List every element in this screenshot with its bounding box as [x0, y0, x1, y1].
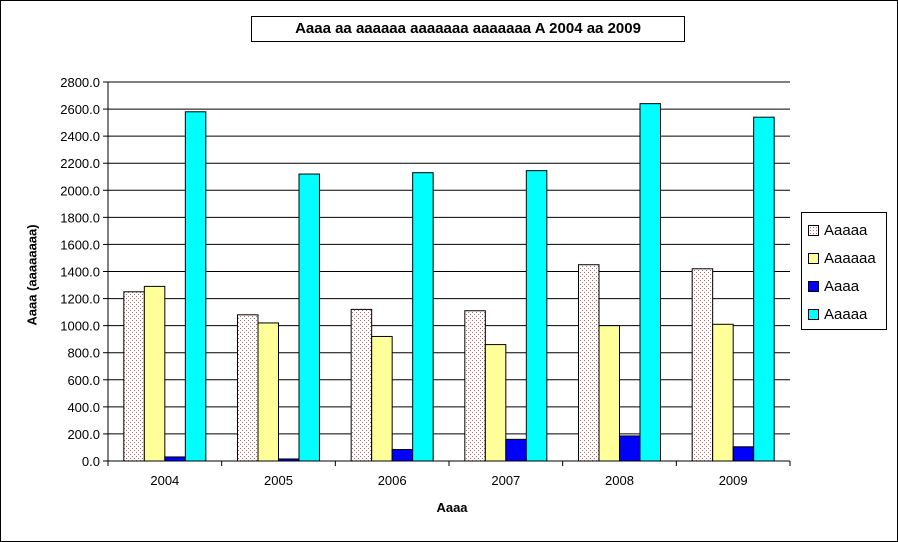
y-tick-label: 2600.0: [60, 102, 100, 117]
y-tick-label: 2200.0: [60, 156, 100, 171]
y-tick-label: 800.0: [67, 346, 100, 361]
bar-aaaaa-2005: [298, 173, 320, 462]
bar-aaaa-2004: [164, 456, 186, 462]
bar-aaaa-2008: [619, 435, 641, 462]
x-tick-label: 2007: [491, 473, 520, 488]
legend-item: Aaaa: [808, 277, 859, 295]
bar-aaaaa-2008: [639, 103, 661, 462]
legend-label: Aaaa: [824, 277, 860, 295]
bar-aaaa-2006: [391, 448, 414, 462]
x-tick-label: 2005: [264, 473, 293, 488]
bar-aaaaa-2004: [123, 291, 145, 462]
bar-aaaaa-2007: [464, 310, 486, 462]
legend-label: Aaaaa: [824, 221, 868, 239]
y-tick-label: 1400.0: [60, 265, 100, 280]
bar-aaaaaa-2004: [143, 285, 166, 462]
legend-item: Aaaaa: [808, 305, 867, 323]
bar-aaaaa-2009: [691, 268, 714, 462]
y-axis-label: Aaaa (aaaaaaaa): [24, 224, 40, 326]
legend: Aaaaa Aaaaaa Aaaa Aaaaa: [801, 212, 887, 330]
bar-aaaaa-2006: [412, 172, 434, 462]
y-tick-label: 2400.0: [60, 129, 100, 144]
y-tick-label: 2000.0: [60, 183, 100, 198]
bar-aaaa-2007: [505, 438, 527, 462]
bar-aaaaa-2004: [184, 111, 207, 462]
bar-aaaa-2009: [732, 446, 755, 462]
y-tick-label: 600.0: [67, 373, 100, 388]
bar-aaaaaa-2006: [371, 335, 393, 462]
bar-aaaaa-2006: [350, 308, 373, 462]
y-tick-label: 200.0: [67, 427, 100, 442]
y-tick-label: 1000.0: [60, 319, 100, 334]
y-tick-label: 1600.0: [60, 237, 100, 252]
legend-label: Aaaaa: [824, 305, 868, 323]
bar-aaaaa-2009: [753, 116, 775, 462]
bar-aaaaaa-2008: [598, 325, 620, 462]
y-tick-label: 1800.0: [60, 210, 100, 225]
x-tick-label: 2006: [378, 473, 407, 488]
legend-swatch: [808, 252, 819, 264]
y-tick-label: 1200.0: [60, 292, 100, 307]
y-tick-label: 0.0: [82, 454, 100, 469]
y-tick-label: 400.0: [67, 400, 100, 415]
y-tick-label: 2800.0: [60, 75, 100, 90]
legend-label: Aaaaaa: [824, 249, 876, 267]
legend-swatch: [808, 280, 819, 292]
bar-aaaaa-2007: [525, 170, 548, 462]
x-tick-label: 2004: [150, 473, 179, 488]
legend-item: Aaaaaa: [808, 249, 876, 267]
bar-aaaaaa-2007: [484, 344, 507, 462]
x-axis-label: Aaaa: [436, 500, 468, 515]
x-tick-label: 2009: [719, 473, 748, 488]
x-tick-label: 2008: [605, 473, 634, 488]
chart-title: Aaaa aa aaaaaa aaaaaaa aaaaaaa A 2004 aa…: [251, 16, 685, 42]
bar-aaaaaa-2005: [257, 322, 279, 462]
bar-aaaaa-2008: [578, 264, 600, 462]
legend-item: Aaaaa: [808, 221, 867, 239]
bar-aaaaa-2005: [237, 314, 259, 462]
bar-aaaaaa-2009: [712, 323, 734, 462]
legend-swatch: [808, 308, 819, 320]
legend-swatch: [808, 224, 819, 236]
